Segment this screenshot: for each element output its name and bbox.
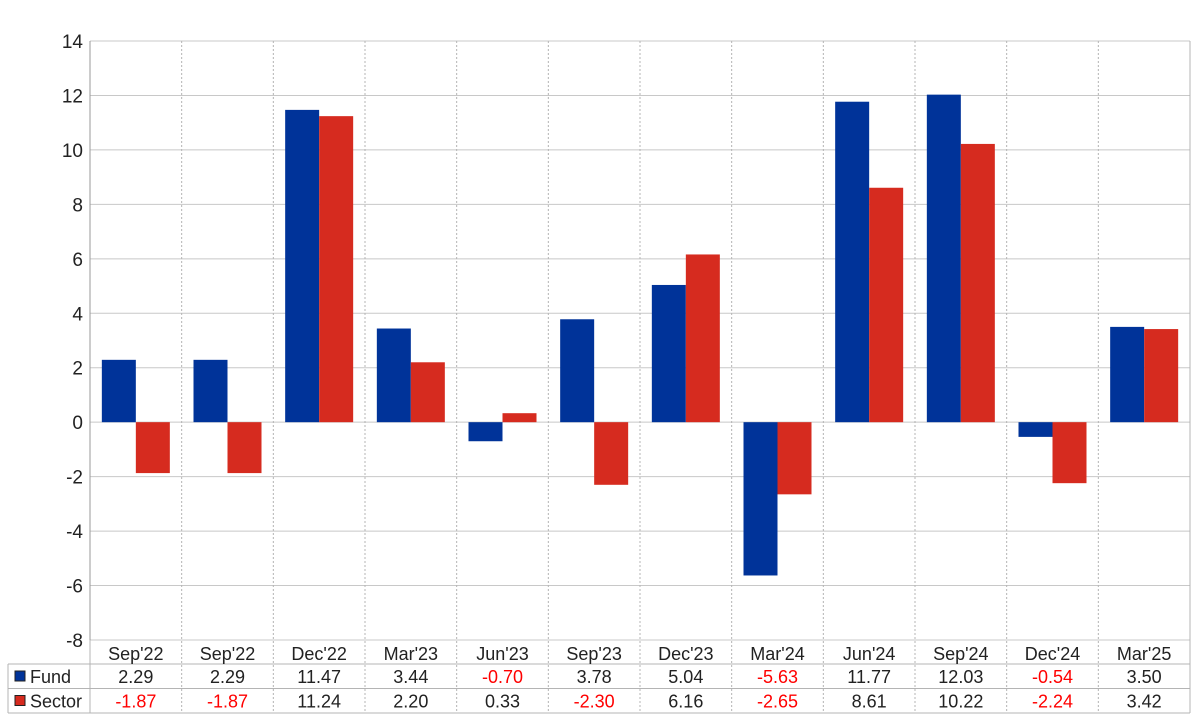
bar-sector <box>410 362 445 423</box>
bar-fund <box>743 422 778 576</box>
data-label-sector: -2.30 <box>574 692 615 712</box>
bar-sector <box>594 422 629 485</box>
y-tick-label: -4 <box>66 522 83 543</box>
data-label-sector: 8.61 <box>852 692 887 712</box>
data-label-sector: 3.42 <box>1127 692 1162 712</box>
legend-swatch-sector <box>14 695 26 706</box>
y-tick-label: 8 <box>72 195 83 216</box>
bar-sector <box>777 422 812 495</box>
data-label-fund: 3.50 <box>1127 667 1162 687</box>
bar-fund <box>193 359 228 423</box>
y-tick-label: -8 <box>66 631 83 652</box>
data-label-sector: -2.65 <box>757 692 798 712</box>
data-label-sector: 10.22 <box>938 692 983 712</box>
data-label-sector: 11.24 <box>297 692 341 712</box>
x-category-label: Mar'24 <box>750 644 804 664</box>
bar-fund <box>468 422 503 442</box>
y-tick-label: 2 <box>72 359 83 380</box>
x-category-label: Mar'25 <box>1117 644 1171 664</box>
bar-fund <box>1110 326 1145 423</box>
bars-layer <box>101 94 1179 576</box>
bar-fund <box>835 101 870 423</box>
y-axis: 14 12 10 8 6 4 2 0 -2 -4 -6 -8 <box>62 32 84 652</box>
bar-sector <box>685 254 720 423</box>
y-tick-label: 0 <box>72 413 83 434</box>
bar-sector <box>319 116 354 423</box>
x-category-label: Sep'22 <box>200 644 256 664</box>
x-category-label: Dec'24 <box>1025 644 1080 664</box>
x-category-label: Sep'23 <box>566 644 622 664</box>
data-label-sector: -1.87 <box>207 692 248 712</box>
bar-fund <box>101 359 136 423</box>
x-category-label: Dec'23 <box>658 644 713 664</box>
data-label-fund: 3.44 <box>393 667 428 687</box>
bar-fund <box>651 284 686 423</box>
data-label-sector: 6.16 <box>668 692 703 712</box>
data-label-fund: 5.04 <box>668 667 703 687</box>
bar-sector <box>869 187 904 423</box>
data-label-sector: 0.33 <box>485 692 520 712</box>
data-label-fund: 2.29 <box>118 667 153 687</box>
bar-fund <box>560 319 595 423</box>
data-table: Sep'22 Sep'22 Dec'22 Mar'23 Jun'23 Sep'23 Dec'… <box>7 644 1190 714</box>
bar-fund <box>926 94 961 423</box>
legend-label-sector: Sector <box>30 692 82 712</box>
data-label-fund: 12.03 <box>938 667 983 687</box>
bar-sector <box>1144 329 1179 423</box>
bar-sector <box>1052 422 1087 484</box>
y-tick-label: 12 <box>62 86 83 107</box>
data-label-sector: 2.20 <box>393 692 428 712</box>
data-label-fund: -5.63 <box>757 667 798 687</box>
data-label-sector: -1.87 <box>115 692 156 712</box>
y-tick-label: 14 <box>62 32 84 53</box>
y-tick-label: -2 <box>66 468 83 489</box>
bar-sector <box>960 143 995 423</box>
x-category-label: Jun'23 <box>476 644 528 664</box>
data-label-fund: 2.29 <box>210 667 245 687</box>
bar-sector <box>502 413 537 423</box>
x-category-label: Sep'22 <box>108 644 164 664</box>
x-category-label: Jun'24 <box>843 644 895 664</box>
data-label-fund: 3.78 <box>577 667 612 687</box>
bar-fund <box>285 109 320 423</box>
y-tick-label: -6 <box>66 577 83 598</box>
bar-sector <box>135 422 170 474</box>
x-category-label: Mar'23 <box>384 644 438 664</box>
data-label-sector: -2.24 <box>1032 692 1073 712</box>
y-tick-label: 10 <box>62 141 83 162</box>
bar-fund <box>376 328 411 423</box>
data-label-fund: 11.47 <box>297 667 341 687</box>
data-label-fund: -0.54 <box>1032 667 1073 687</box>
bar-sector <box>227 422 262 474</box>
data-label-fund: 11.77 <box>847 667 891 687</box>
bar-fund <box>1018 422 1053 437</box>
y-tick-label: 6 <box>72 250 83 271</box>
x-category-label: Dec'22 <box>291 644 346 664</box>
y-tick-label: 4 <box>72 304 83 325</box>
legend-swatch-fund <box>14 670 26 682</box>
x-category-label: Sep'24 <box>933 644 989 664</box>
legend-label-fund: Fund <box>30 667 71 687</box>
data-label-fund: -0.70 <box>482 667 523 687</box>
grid-layer <box>89 40 1191 713</box>
